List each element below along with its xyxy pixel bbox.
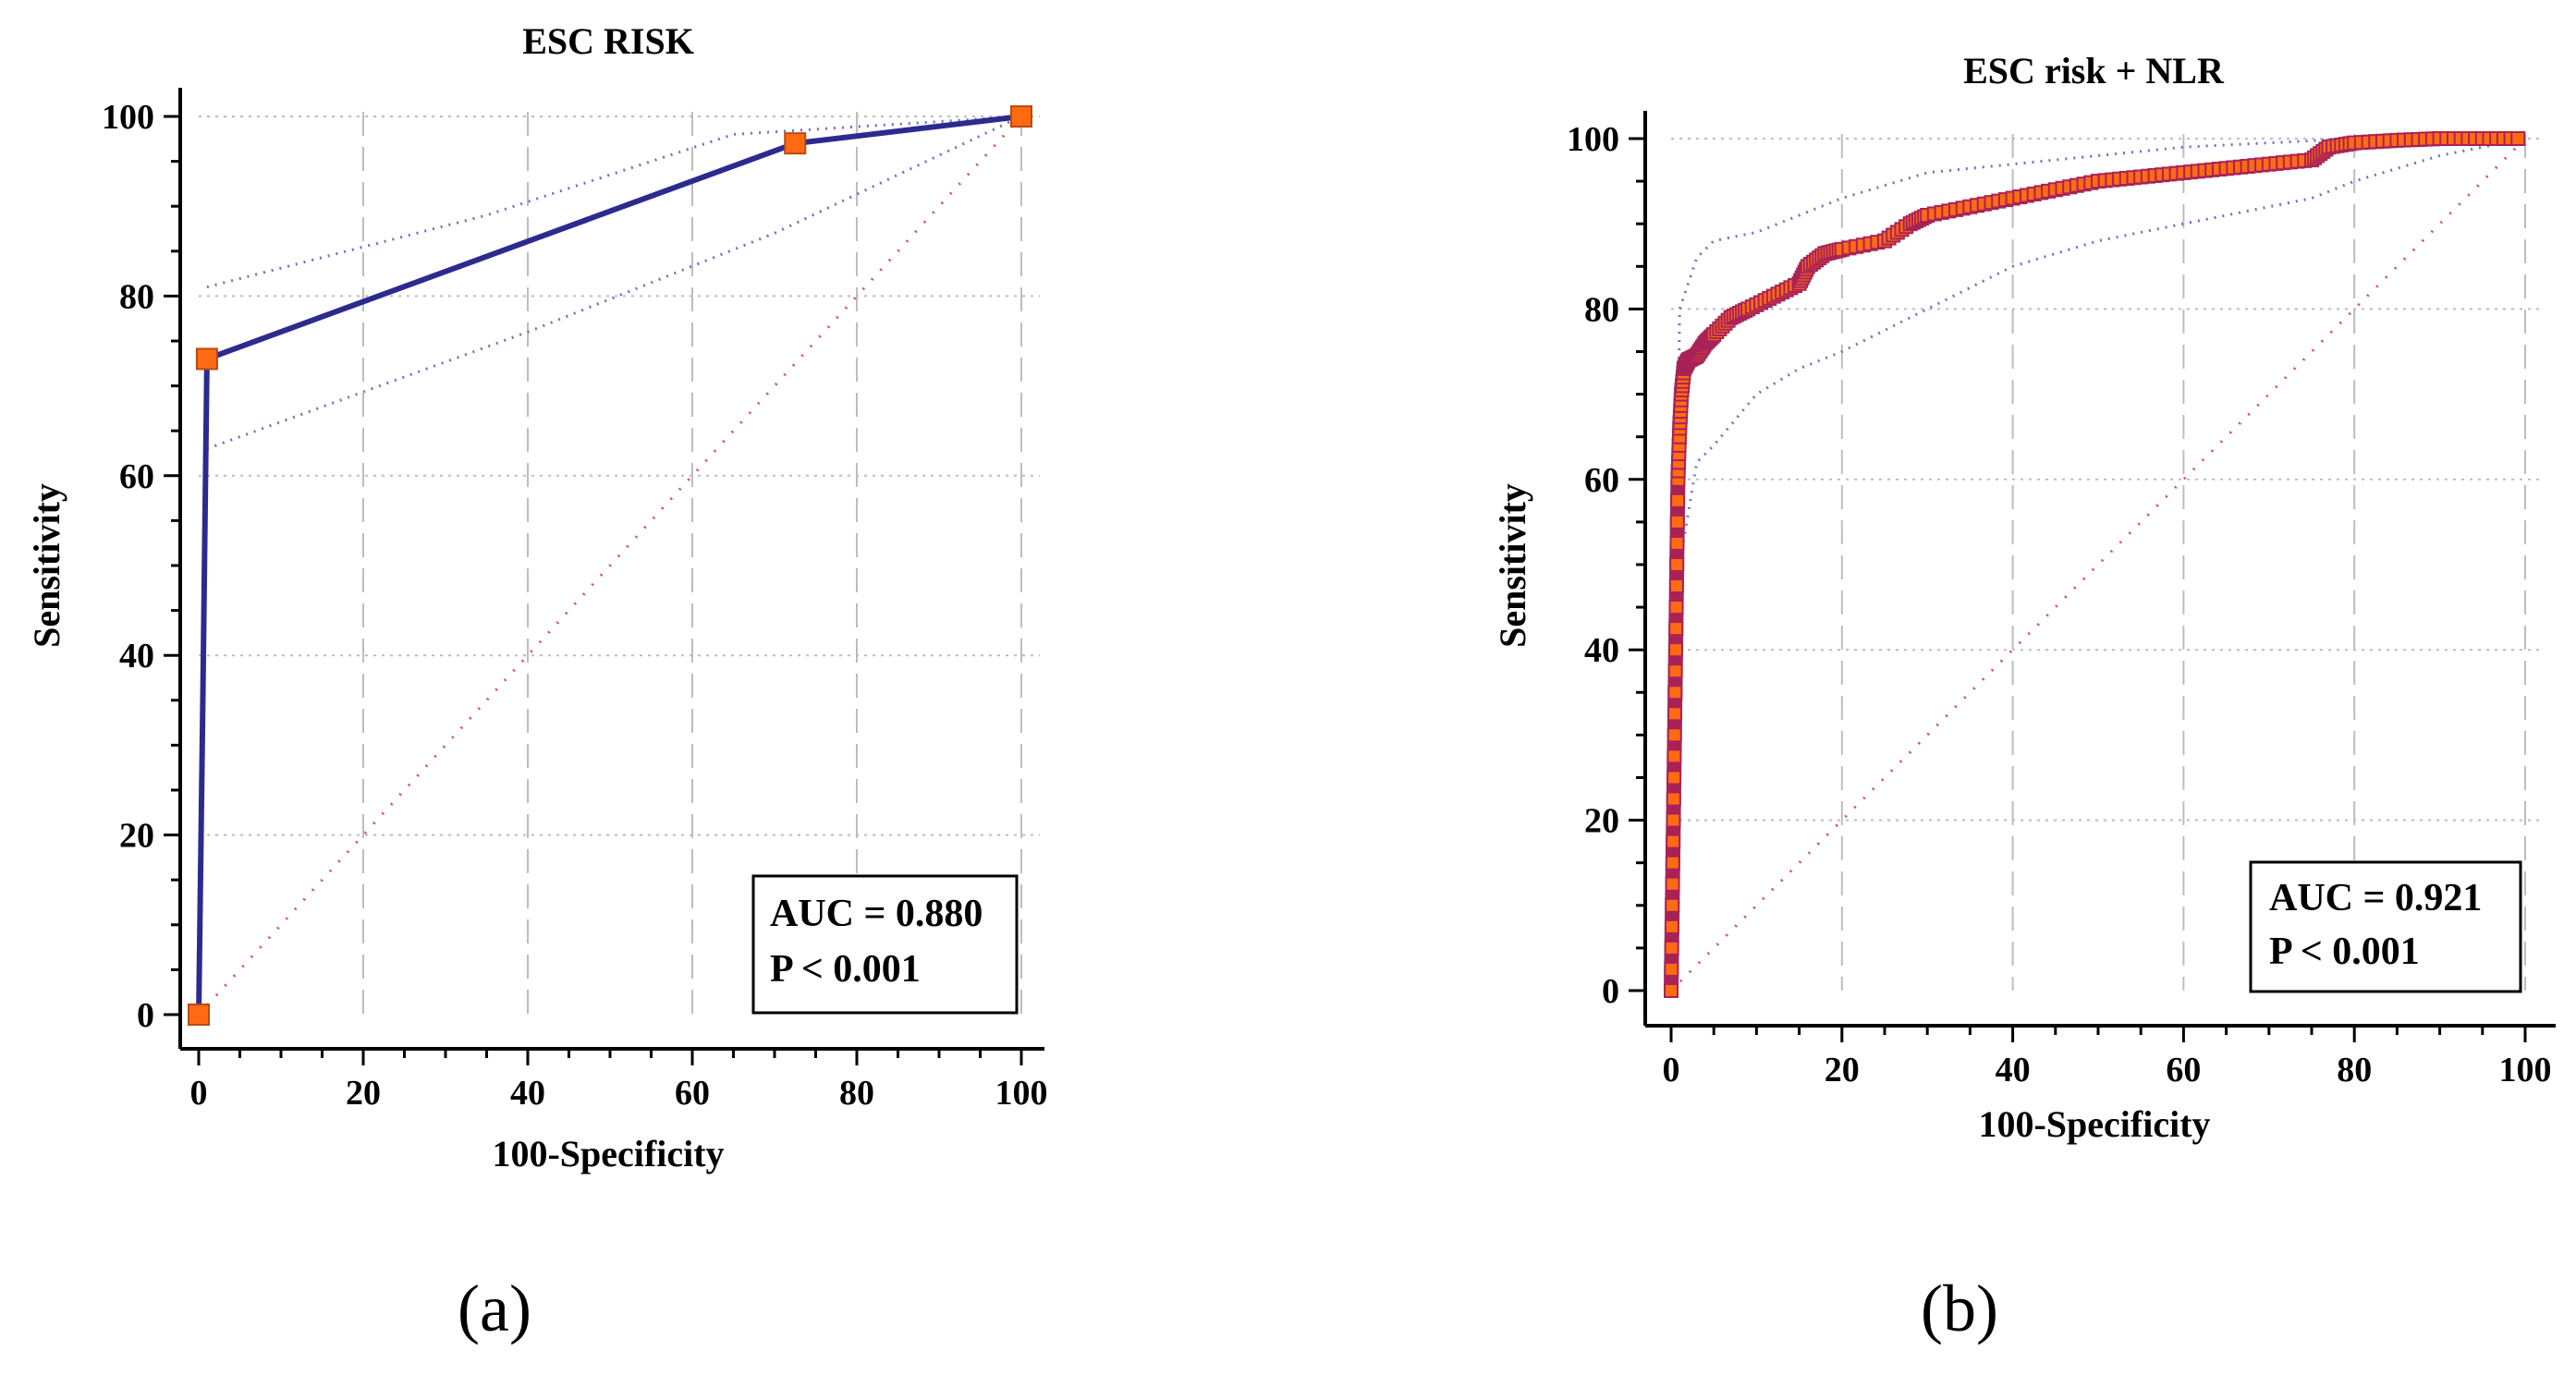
- y-ticks-a: 0 20 40 60 80 100: [102, 98, 180, 1035]
- y-tick-label-40: 40: [1584, 631, 1619, 670]
- roc-point-marker: [1664, 919, 1679, 934]
- roc-point-marker: [784, 132, 807, 155]
- ci-lower-line: [206, 115, 1022, 451]
- title-b: ESC risk + NLR: [1963, 50, 2225, 91]
- grid-b: [1671, 134, 2544, 991]
- x-tick-label-0: 0: [1663, 1051, 1680, 1089]
- roc-point-marker: [1667, 706, 1683, 722]
- y-axis-label-a: Sensitivity: [26, 483, 67, 648]
- axes-a: [178, 88, 1044, 1051]
- y-tick-label-40: 40: [119, 637, 154, 675]
- y-tick-label-80: 80: [119, 277, 154, 316]
- auc-text-b: AUC = 0.921: [2269, 877, 2482, 919]
- x-tick-label-60: 60: [675, 1074, 710, 1113]
- y-ticks-b: 0 20 40 60 80 100: [1567, 120, 1645, 1011]
- x-tick-label-60: 60: [2166, 1051, 2201, 1089]
- grid-a: [199, 112, 1040, 1015]
- x-tick-label-0: 0: [190, 1074, 208, 1113]
- roc-point-marker: [1669, 557, 1685, 572]
- ci-bands-b: [1669, 137, 2526, 992]
- x-axis-label-b: 100-Specificity: [1978, 1103, 2210, 1145]
- roc-point-marker: [1665, 855, 1680, 870]
- roc-point-marker: [1666, 791, 1681, 807]
- x-tick-label-40: 40: [510, 1074, 545, 1113]
- panel-a: ESC RISK 0 20 40 60 80 100 0 20 40 60 80 100 100-S…: [26, 20, 1048, 1345]
- x-ticks-b: 0 20 40 60 80 100: [1663, 1026, 2552, 1089]
- roc-curve-a: [188, 105, 1032, 1026]
- axes-b: [1643, 111, 2556, 1028]
- roc-point-marker: [1664, 940, 1679, 955]
- roc-point-marker: [1664, 961, 1679, 977]
- auc-text-a: AUC = 0.880: [770, 893, 983, 935]
- roc-point-marker: [1010, 105, 1032, 128]
- roc-point-marker: [1664, 983, 1679, 998]
- roc-point-marker: [1667, 642, 1683, 658]
- roc-point-marker: [188, 1004, 210, 1026]
- roc-point-marker: [1669, 514, 1685, 529]
- y-tick-label-100: 100: [102, 98, 154, 137]
- x-tick-label-40: 40: [1996, 1051, 2031, 1089]
- x-tick-label-20: 20: [1825, 1051, 1860, 1089]
- panel-b: ESC risk + NLR 0 20 40 60 80 100 0 20 40 60 80 100…: [1492, 50, 2556, 1345]
- y-tick-label-60: 60: [1584, 461, 1619, 500]
- roc-point-marker: [1668, 578, 1684, 594]
- roc-point-marker: [1667, 663, 1683, 679]
- y-tick-label-100: 100: [1567, 120, 1619, 159]
- y-tick-label-0: 0: [137, 996, 154, 1035]
- roc-point-marker: [1667, 685, 1683, 700]
- p-text-b: P < 0.001: [2269, 931, 2420, 973]
- roc-point-marker: [1668, 600, 1684, 615]
- x-tick-label-100: 100: [995, 1074, 1048, 1113]
- x-axis-label-a: 100-Specificity: [492, 1133, 724, 1174]
- y-axis-label-b: Sensitivity: [1492, 483, 1533, 648]
- y-tick-label-20: 20: [1584, 802, 1619, 841]
- roc-point-marker: [195, 347, 218, 371]
- roc-point-marker: [1666, 770, 1682, 785]
- auc-box-b: [2249, 860, 2522, 993]
- reference-line-a: [197, 115, 1023, 1016]
- reference-diagonal: [197, 115, 1023, 1016]
- roc-point-marker: [1666, 812, 1681, 828]
- roc-point-marker: [1670, 493, 1686, 508]
- title-a: ESC RISK: [522, 20, 694, 62]
- roc-point-marker: [2510, 131, 2526, 146]
- roc-point-marker: [1665, 897, 1680, 913]
- roc-point-marker: [1666, 834, 1681, 849]
- y-tick-label-20: 20: [119, 817, 154, 856]
- roc-curve-b: [1664, 131, 2526, 998]
- x-tick-label-80: 80: [2337, 1051, 2372, 1089]
- roc-point-marker: [1665, 876, 1680, 892]
- roc-point-marker: [1666, 727, 1682, 743]
- auc-box-a: [751, 874, 1019, 1015]
- p-text-a: P < 0.001: [770, 948, 921, 991]
- roc-point-marker: [1666, 748, 1682, 764]
- panel-label-a: (a): [458, 1272, 531, 1345]
- x-tick-label-20: 20: [346, 1074, 381, 1113]
- ci-lower-line: [1669, 137, 2526, 992]
- ci-upper-line: [206, 115, 1022, 289]
- x-tick-label-80: 80: [839, 1074, 874, 1113]
- y-tick-label-0: 0: [1602, 972, 1619, 1011]
- roc-point-marker: [1669, 535, 1685, 551]
- x-tick-label-100: 100: [2499, 1051, 2552, 1089]
- y-tick-label-60: 60: [119, 457, 154, 496]
- roc-point-marker: [1668, 621, 1684, 637]
- panel-label-b: (b): [1921, 1272, 1998, 1345]
- ci-bands-a: [206, 115, 1022, 451]
- y-tick-label-80: 80: [1584, 290, 1619, 329]
- x-ticks-a: 0 20 40 60 80 100: [190, 1049, 1048, 1113]
